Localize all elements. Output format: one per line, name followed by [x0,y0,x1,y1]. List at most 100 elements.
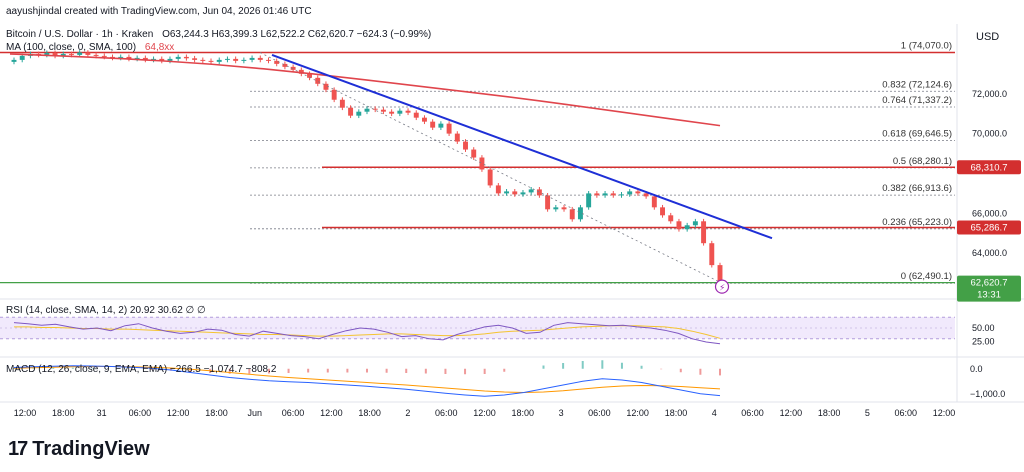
alert-icon [714,279,730,294]
macd-histogram-bar [660,368,663,370]
candle-body [175,56,181,59]
x-tick-label: 06:00 [282,408,305,418]
x-tick-label: 18:00 [512,408,535,418]
macd-pane: 0.0 −1,000.0 [13,360,1005,399]
price-tag-label: 65,286.7 [971,223,1008,234]
candle-body [660,207,665,216]
candle-body [257,57,263,60]
candle-body [216,59,222,62]
currency-label: USD [976,31,1000,43]
candle-body [512,191,518,195]
x-tick-label: 4 [712,408,717,418]
candle-body [479,157,485,170]
x-tick-label: 12:00 [626,408,649,418]
candle-body [167,58,173,61]
candle-body [586,193,592,208]
symbol-legend[interactable]: Bitcoin / U.S. Dollar · 1h · Kraken O63,… [6,29,437,40]
trend-line [271,53,773,240]
candle-body [602,193,608,196]
macd-histogram-bar [601,360,604,369]
ohlc-values: O63,244.3 H63,399.3 L62,522.2 C62,620.7 … [162,29,432,40]
candle-body [298,69,304,74]
candle-body [315,77,321,84]
fib-level-label: 0.832 (72,124.6) [882,79,952,90]
candle-body [118,56,124,58]
candle-body [19,55,25,60]
candle-body [93,54,99,56]
candle-body [610,193,616,196]
macd-histogram-bar [503,368,506,372]
macd-histogram-bar [581,361,584,369]
x-tick-label: 12:00 [167,408,190,418]
candle-body [651,196,657,208]
time-axis: 12:00 18:00 31 06:00 12:00 18:00 Jun 06:00 12:00… [0,401,1024,418]
candle-body [561,207,567,210]
macd-histogram-bar [287,368,290,373]
price-tag [957,220,1021,235]
candle-body [380,109,386,112]
candle-body [274,60,280,64]
macd-histogram-bar [424,368,427,374]
x-tick-label: 2 [405,408,410,418]
candle-body [356,111,362,116]
candle-body [536,189,542,196]
fib-level-label: 0.382 (66,913.6) [882,183,952,194]
candle-body [101,55,107,57]
candle-body [142,57,148,60]
macd-histogram-bar [91,368,94,369]
candle-body [85,52,91,55]
candle-body [627,191,633,195]
x-tick-label: 06:00 [741,408,764,418]
macd-tick-label: 0.0 [970,364,983,374]
macd-histogram-bar [248,368,251,374]
x-tick-label: 18:00 [358,408,381,418]
x-tick-label: 5 [865,408,870,418]
macd-histogram-bar [52,367,55,369]
candle-body [692,221,698,226]
candle-body [11,59,17,62]
moving-average-line [9,53,721,127]
x-tick-label: 12:00 [473,408,496,418]
x-tick-label: 12:00 [780,408,803,418]
candle-body [323,83,329,90]
candle-body [183,56,189,59]
price-pane: 64,000.0 66,000.0 70,000.0 72,000.0 1 (74,07… [0,24,1024,402]
x-tick-label: 3 [559,408,564,418]
candle-body [389,111,395,114]
macd-histogram-bar [130,368,133,370]
candle-body [69,53,74,55]
rsi-line [13,322,721,345]
macd-histogram-bar [346,368,349,373]
macd-histogram-bar [13,368,15,369]
macd-histogram-bar [620,362,623,369]
x-tick-label: 12:00 [933,408,956,418]
candle-body [701,221,707,244]
tv-logo-icon: 17 [8,438,28,460]
candle-body [430,121,436,128]
candle-body [577,207,583,220]
macd-histogram-bar [640,365,643,369]
macd-legend[interactable]: MACD (12, 26, close, 9, EMA, EMA) −266.5… [6,364,277,375]
fib-level-label: 0.5 (68,280.1) [893,156,952,167]
candle-body [520,192,526,195]
candle-body [224,58,230,60]
ma-legend-value: 64,8xx [144,42,175,53]
candle-body [339,99,345,108]
publish-line: aayushjindal created with TradingView.co… [6,6,312,17]
x-tick-label: 06:00 [894,408,917,418]
candle-body [528,189,534,193]
macd-histogram-bar [189,368,192,372]
rsi-ma-line [14,325,721,339]
ma-legend[interactable]: MA (100, close, 0, SMA, 100) 64,8xx [6,42,180,53]
candle-body [553,207,559,210]
y-tick-label: 70,000.0 [972,129,1007,139]
x-tick-label: 18:00 [52,408,75,418]
candle-body [438,123,444,128]
macd-histogram-bar [444,368,447,374]
rsi-tick-label: 25.00 [972,337,995,347]
macd-histogram-bar [483,368,486,374]
x-tick-label: 18:00 [665,408,688,418]
price-tag [957,275,1021,302]
rsi-legend[interactable]: RSI (14, close, SMA, 14, 2) 20.92 30.62 … [6,305,206,316]
